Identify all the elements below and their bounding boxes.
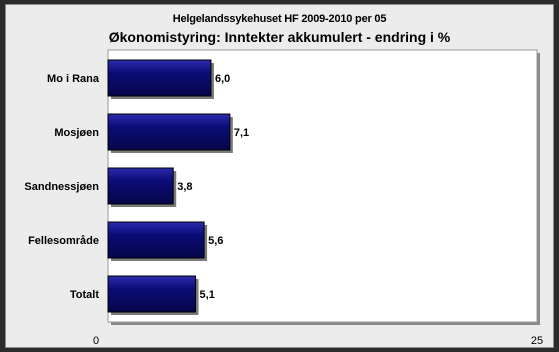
value-label: 6,0 [215,73,230,85]
category-label: Mo i Rana [47,73,100,85]
bar [107,113,231,151]
category-label: Totalt [70,289,99,301]
category-label: Sandnessjøen [24,181,99,193]
x-tick-label: 0 [93,335,99,347]
bar [107,167,174,205]
value-label: 7,1 [234,127,249,139]
category-label: Fellesområde [28,235,99,247]
value-label: 5,6 [208,235,223,247]
category-label: Mosjøen [54,127,99,139]
chart-subtitle: Økonomistyring: Inntekter akkumulert - e… [108,29,451,45]
x-tick-label: 25 [531,335,543,347]
bar [107,59,212,97]
value-label: 5,1 [200,289,215,301]
chart-title: Helgelandssykehuset HF 2009-2010 per 05 [172,13,387,25]
value-label: 3,8 [177,181,192,193]
bar [107,221,205,259]
bar [107,275,197,313]
